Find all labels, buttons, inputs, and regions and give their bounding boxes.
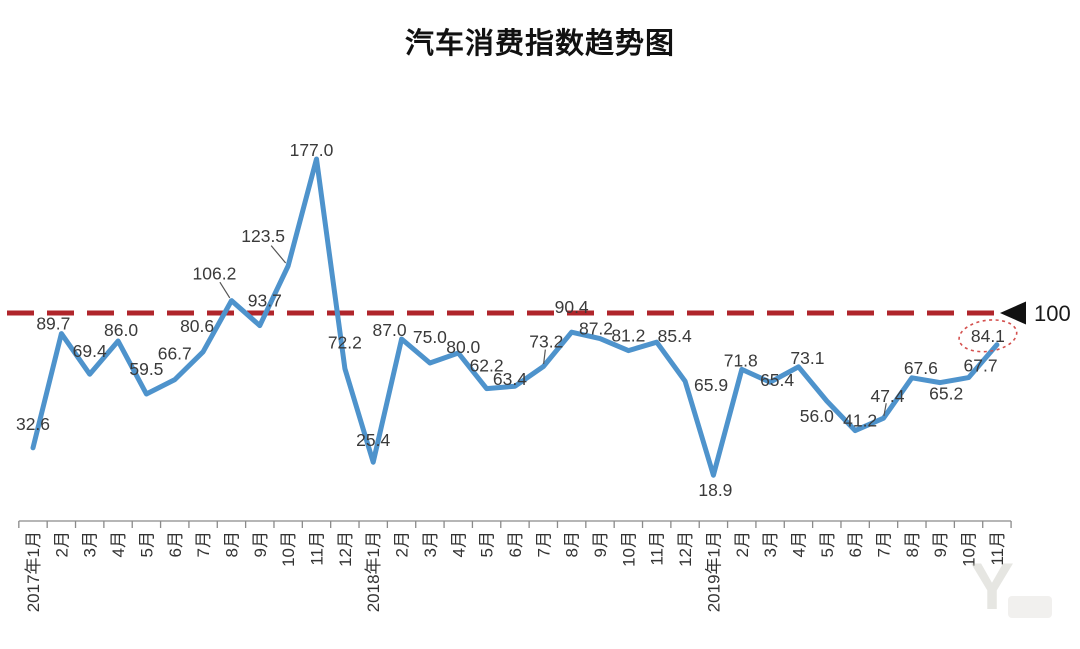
x-axis-label: 9月 <box>931 531 950 557</box>
x-axis-label: 7月 <box>875 531 894 557</box>
x-axis-label: 11月 <box>308 531 327 566</box>
x-axis-label: 8月 <box>222 531 241 557</box>
data-label: 90.4 <box>555 297 589 317</box>
data-label: 32.6 <box>16 414 50 434</box>
label-leader-line <box>883 403 887 417</box>
x-axis-label: 6月 <box>846 531 865 557</box>
x-axis-label: 8月 <box>903 531 922 557</box>
data-label: 69.4 <box>73 341 107 361</box>
x-axis-label: 10月 <box>960 531 979 567</box>
x-axis-label: 2018年1月 <box>364 531 383 612</box>
x-axis-label: 3月 <box>421 531 440 557</box>
x-axis-label: 4月 <box>789 531 808 557</box>
data-label: 65.9 <box>694 375 728 395</box>
x-axis-label: 5月 <box>478 531 497 557</box>
data-label: 87.0 <box>373 320 407 340</box>
x-axis-label: 4月 <box>449 531 468 557</box>
x-axis-label: 6月 <box>506 531 525 557</box>
data-label: 81.2 <box>611 326 645 346</box>
data-label: 56.0 <box>800 406 834 426</box>
x-axis-label: 11月 <box>648 531 667 566</box>
x-axis-label: 2017年1月 <box>24 531 43 612</box>
x-axis-label: 11月 <box>988 531 1007 566</box>
highlight-ellipse <box>958 319 1018 353</box>
x-axis-label: 4月 <box>109 531 128 557</box>
data-label: 80.6 <box>180 316 214 336</box>
data-label: 65.2 <box>929 384 963 404</box>
x-axis-label: 5月 <box>137 531 156 557</box>
x-axis-label: 5月 <box>818 531 837 557</box>
data-label: 177.0 <box>290 140 334 160</box>
x-axis-label: 9月 <box>591 531 610 557</box>
data-label: 85.4 <box>658 326 692 346</box>
data-label: 62.2 <box>470 356 504 376</box>
data-label: 123.5 <box>241 226 285 246</box>
x-axis-label: 2019年1月 <box>704 531 723 612</box>
data-label: 63.4 <box>493 369 527 389</box>
data-label: 67.6 <box>904 358 938 378</box>
data-label: 73.1 <box>790 348 824 368</box>
data-label: 75.0 <box>413 327 447 347</box>
data-label: 25.4 <box>356 430 390 450</box>
reference-marker-icon <box>1000 301 1026 325</box>
data-label: 73.2 <box>529 332 563 352</box>
x-axis-label: 10月 <box>279 531 298 567</box>
data-label: 80.0 <box>446 337 480 357</box>
x-axis-label: 3月 <box>81 531 100 557</box>
label-leader-line <box>543 349 546 365</box>
x-axis-label: 3月 <box>761 531 780 557</box>
x-axis-label: 7月 <box>534 531 553 557</box>
x-axis-label: 10月 <box>619 531 638 567</box>
x-axis-label: 2月 <box>733 531 752 557</box>
index-trend-line <box>30 156 1000 478</box>
data-label: 84.1 <box>971 326 1005 346</box>
data-label: 87.2 <box>579 319 613 339</box>
reference-label: 100 <box>1034 301 1071 326</box>
x-axis-label: 8月 <box>563 531 582 557</box>
x-axis-label: 6月 <box>166 531 185 557</box>
label-leader-line <box>270 245 287 264</box>
data-label: 93.7 <box>248 291 282 311</box>
data-label: 65.4 <box>760 370 794 390</box>
data-label: 59.5 <box>129 359 163 379</box>
data-label: 66.7 <box>158 344 192 364</box>
data-label: 47.4 <box>870 386 904 406</box>
x-axis-label: 2月 <box>393 531 412 557</box>
data-label: 18.9 <box>698 480 732 500</box>
x-axis-label: 9月 <box>251 531 270 557</box>
label-leader-line <box>219 281 231 299</box>
data-label: 71.8 <box>724 350 758 370</box>
x-axis-label: 12月 <box>676 531 695 567</box>
data-label: 67.7 <box>964 356 998 376</box>
data-label: 41.2 <box>843 411 877 431</box>
data-label: 86.0 <box>104 320 138 340</box>
chart-title: 汽车消费指数趋势图 <box>404 28 675 60</box>
x-axis-label: 7月 <box>194 531 213 557</box>
x-axis-label: 12月 <box>336 531 355 567</box>
data-label: 106.2 <box>193 264 237 284</box>
data-label: 72.2 <box>328 333 362 353</box>
x-axis-label: 2月 <box>52 531 71 557</box>
data-label: 89.7 <box>36 314 70 334</box>
